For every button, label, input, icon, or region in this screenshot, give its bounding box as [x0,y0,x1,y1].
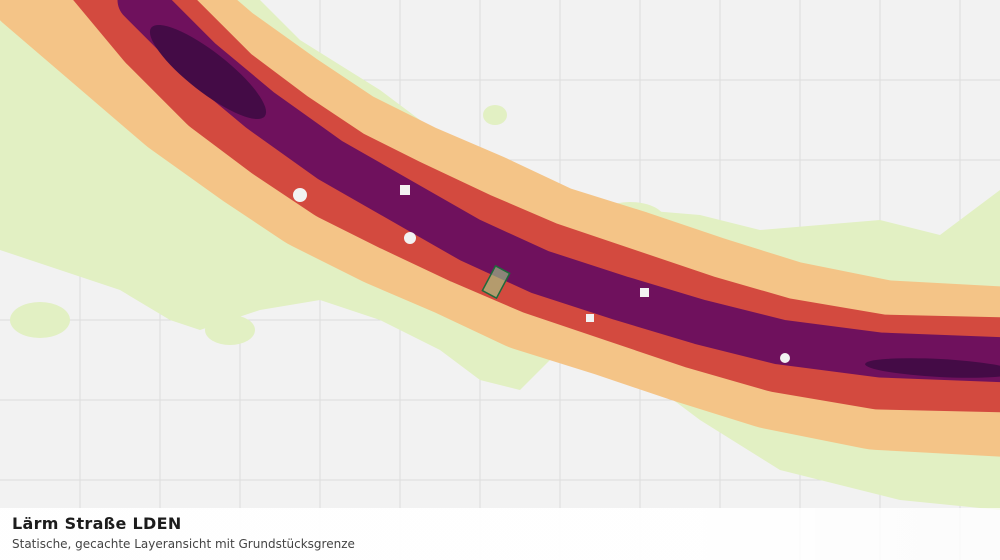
building-gaps [293,185,790,363]
parcel-boundary [481,264,511,300]
noise-zone-max [149,24,1000,378]
map-caption: Lärm Straße LDEN Statische, gecachte Lay… [0,508,1000,560]
map-title: Lärm Straße LDEN [12,514,182,533]
map-subtitle: Statische, gecachte Layeransicht mit Gru… [12,537,355,551]
